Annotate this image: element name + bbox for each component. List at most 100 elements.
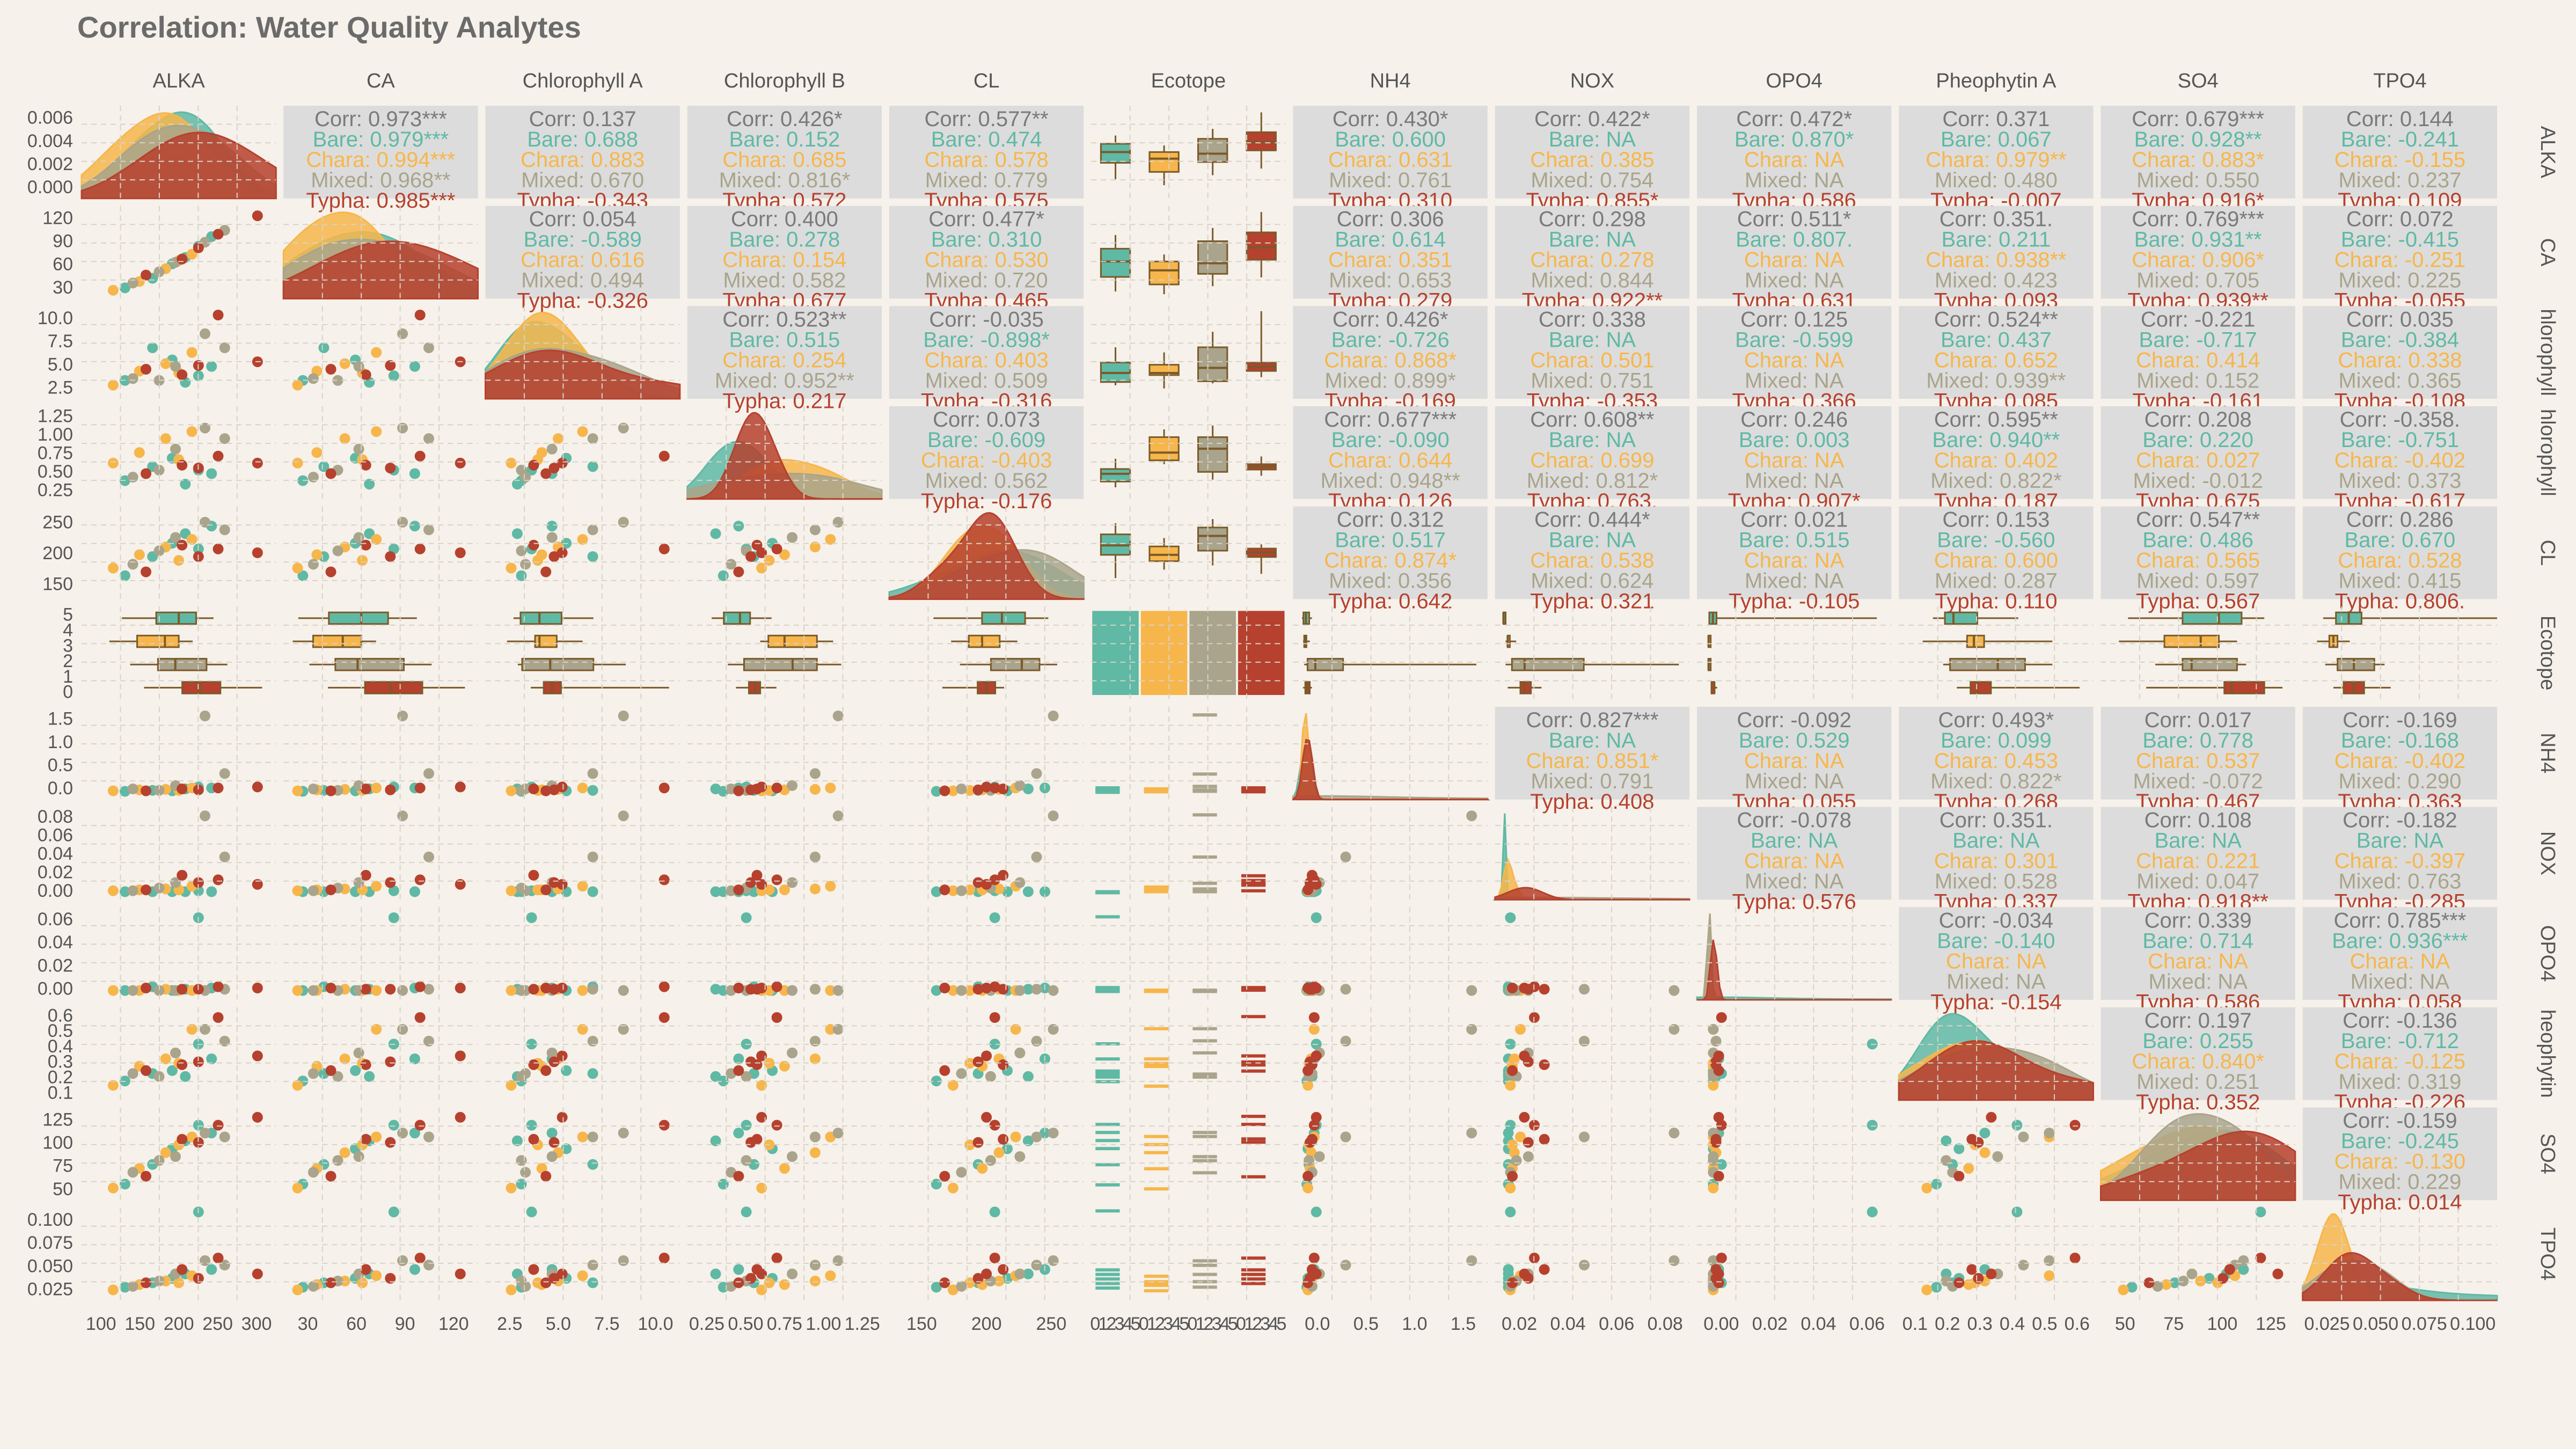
point-mixed [153, 785, 165, 796]
box-mixed [1511, 657, 1585, 671]
point-bare [180, 479, 191, 490]
hist-bar [1192, 1280, 1217, 1284]
point-chara [506, 985, 517, 996]
point-chara [977, 1163, 988, 1174]
panel-grid [283, 406, 478, 499]
point-bare [1022, 784, 1034, 794]
panel-grid [283, 1007, 478, 1100]
point-mixed [618, 422, 629, 434]
x-tick-label: 5 [1131, 1314, 1141, 1334]
correlation-label: Corr: 0.137 [529, 107, 636, 131]
panel-grid [889, 707, 1084, 800]
point-bare [409, 361, 420, 372]
point-mixed [219, 524, 230, 536]
hist-bar [1144, 1065, 1169, 1069]
point-typha [193, 877, 204, 888]
point-chara [825, 1270, 836, 1282]
x-tick-label: 0.02 [1752, 1314, 1788, 1334]
correlation-panel-bg [687, 306, 882, 399]
box-typha [364, 681, 423, 694]
point-bare [1931, 1282, 1942, 1293]
panel-grid [82, 406, 276, 499]
panel-grid [283, 506, 478, 599]
point-mixed [332, 1155, 343, 1166]
point-typha [557, 457, 568, 469]
hist-bar [1144, 1275, 1169, 1278]
point-typha [756, 879, 767, 890]
point-typha [972, 1273, 984, 1284]
point-typha [528, 1264, 539, 1275]
correlation-label: Bare: 0.152 [729, 128, 840, 151]
point-bare [526, 1038, 537, 1050]
point-mixed [546, 1048, 558, 1058]
point-typha [540, 1170, 552, 1182]
point-typha [528, 784, 539, 794]
point-typha [989, 981, 1000, 992]
density-typha [80, 131, 277, 200]
point-chara [292, 1080, 303, 1091]
y-tick-label: 0.050 [27, 1256, 73, 1276]
density-mixed [1697, 913, 1892, 1001]
box-mixed [1306, 657, 1344, 671]
point-mixed [1048, 711, 1059, 721]
correlation-panel-bg [2302, 106, 2497, 199]
point-mixed [1048, 1024, 1059, 1035]
point-mixed [832, 711, 844, 721]
point-typha [658, 543, 670, 554]
row-label: Ecotope [2536, 616, 2559, 690]
point-typha [733, 884, 744, 896]
correlation-label: Chara: 0.685 [722, 148, 846, 172]
hist-bar [1144, 1187, 1169, 1191]
point-typha [385, 1137, 396, 1148]
panel-grid [687, 606, 882, 699]
point-bare [931, 786, 942, 797]
point-typha [771, 543, 782, 554]
point-chara [577, 1270, 588, 1282]
panel-grid [82, 1107, 276, 1201]
point-mixed [308, 1068, 319, 1079]
point-chara [577, 1024, 588, 1035]
panel-8-0 [107, 912, 263, 996]
correlation-label: Mixed: 0.480 [1935, 169, 2058, 192]
point-bare [409, 1128, 420, 1139]
box-chara [1148, 436, 1180, 462]
y-tick-label: 60 [53, 254, 73, 275]
panel-10-3 [710, 1111, 844, 1194]
panel-grid [1293, 807, 1488, 900]
correlation-label: Corr: 0.973*** [314, 107, 447, 131]
point-mixed [308, 373, 319, 384]
hist-bar [1192, 1051, 1217, 1055]
point-mixed [2044, 1128, 2055, 1139]
point-typha [213, 1253, 224, 1264]
point-mixed [200, 1128, 210, 1139]
point-typha [1302, 1170, 1314, 1182]
point-typha [177, 869, 188, 881]
point-bare [1311, 1206, 1322, 1218]
y-tick-label: 250 [42, 512, 73, 532]
point-mixed [353, 1151, 364, 1162]
point-mixed [153, 985, 165, 996]
hist-bar [1095, 990, 1120, 993]
point-bare [206, 1053, 217, 1064]
hist-bar [1144, 1062, 1169, 1065]
point-bare [297, 570, 309, 581]
hist-bar [1241, 1069, 1266, 1073]
correlation-label: Chara: 0.938** [1926, 248, 2066, 272]
column-label: NH4 [1370, 70, 1411, 92]
point-typha [325, 566, 336, 577]
point-mixed [308, 472, 319, 482]
point-mixed [219, 342, 230, 353]
point-typha [1986, 1111, 1997, 1123]
correlation-panel-bg [2302, 206, 2497, 299]
point-mixed [1014, 1268, 1026, 1279]
